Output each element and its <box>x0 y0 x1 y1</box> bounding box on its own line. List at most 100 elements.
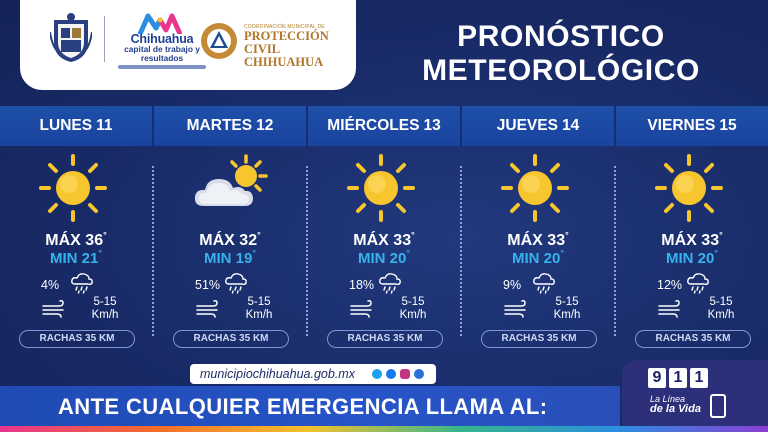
day-number: 13 <box>423 117 441 134</box>
emergency-digit: 9 <box>648 368 666 388</box>
gusts-badge: RACHAS 35 KM <box>19 330 135 348</box>
municipal-crest-icon <box>50 13 92 62</box>
day-header-divider <box>152 106 154 146</box>
min-temp-label: MIN 19 <box>204 250 253 267</box>
wind-icon <box>504 300 526 318</box>
linea-line2: de la Vida <box>650 403 701 415</box>
column-separator <box>306 166 308 336</box>
day-number: 15 <box>719 117 737 134</box>
wind-icon <box>196 300 218 318</box>
day-number: 12 <box>256 117 274 134</box>
min-temp-label: MIN 20 <box>358 250 407 267</box>
min-temp-label: MIN 20 <box>512 250 561 267</box>
emergency-digit: 1 <box>669 368 687 388</box>
forecast-day-viernes: MÁX 33° MIN 20° 12% 5-15 Km/h RACHAS 35 K… <box>619 146 765 356</box>
linea-de-la-vida-label: La Línea de la Vida <box>650 394 701 415</box>
threads-icon[interactable] <box>414 369 424 379</box>
wind-speed-range: 5-15 <box>93 296 117 308</box>
max-temp-label: MÁX 33 <box>353 232 412 249</box>
rain-cloud-icon <box>225 273 247 294</box>
footer-color-strip <box>0 426 768 432</box>
max-temp-label: MÁX 33 <box>661 232 720 249</box>
day-name: LUNES <box>39 117 93 134</box>
degree-symbol: ° <box>719 230 723 240</box>
day-number: 11 <box>96 117 113 134</box>
column-separator <box>460 166 462 336</box>
day-header-jueves: JUEVES 14 <box>462 106 614 146</box>
website-box[interactable]: municipiochihuahua.gob.mx <box>190 364 436 384</box>
emergency-911-badge: 9 1 1 La Línea de la Vida <box>622 360 768 432</box>
forecast-day-miercoles: MÁX 33° MIN 20° 18% 5-15 Km/h RACHAS 35 K… <box>311 146 457 356</box>
min-temp: MIN 20° <box>465 248 611 267</box>
day-header-lunes: LUNES 11 <box>0 106 152 146</box>
facebook-icon[interactable] <box>386 369 396 379</box>
day-header-viernes: VIERNES 15 <box>616 106 768 146</box>
gusts-badge: RACHAS 35 KM <box>635 330 751 348</box>
rain-cloud-icon <box>71 273 93 294</box>
wind-speed-unit: Km/h <box>707 309 735 321</box>
rain-probability: 9% <box>503 278 522 292</box>
degree-symbol: ° <box>98 248 102 258</box>
rain-probability: 51% <box>195 278 221 292</box>
gusts-badge: RACHAS 35 KM <box>481 330 597 348</box>
day-header-divider <box>614 106 616 146</box>
proteccion-civil-title-line2: CHIHUAHUA <box>244 55 324 69</box>
logo-divider <box>104 16 105 62</box>
column-separator <box>614 166 616 336</box>
max-temp: MÁX 33° <box>619 230 765 250</box>
wind-speed: 5-15 Km/h <box>699 296 743 322</box>
rain-probability: 12% <box>657 278 683 292</box>
forecast-day-lunes: MÁX 36° MIN 21° 4% 5-15 Km/h RACHAS 35 KM <box>3 146 149 356</box>
day-name: MARTES <box>186 117 253 134</box>
min-temp: MIN 21° <box>3 248 149 267</box>
wind-speed-range: 5-15 <box>709 296 733 308</box>
website-url[interactable]: municipiochihuahua.gob.mx <box>200 367 355 381</box>
day-number: 14 <box>561 117 580 134</box>
max-temp: MÁX 32° <box>157 230 303 250</box>
chihuahua-m-icon <box>138 13 182 34</box>
proteccion-civil-icon <box>201 23 237 59</box>
wind-speed-unit: Km/h <box>553 309 581 321</box>
wind-speed-range: 5-15 <box>555 296 579 308</box>
emergency-digit: 1 <box>690 368 708 388</box>
rain-cloud-icon <box>687 273 709 294</box>
twitter-icon[interactable] <box>372 369 382 379</box>
wind-icon <box>350 300 372 318</box>
chihuahua-logo-title: Chihuahua <box>130 32 194 46</box>
min-temp: MIN 20° <box>311 248 457 267</box>
wind-speed: 5-15 Km/h <box>237 296 281 322</box>
chihuahua-logo: Chihuahua capital de trabajo y resultado… <box>112 12 212 72</box>
max-temp-label: MÁX 33 <box>507 232 566 249</box>
rain-probability: 4% <box>41 278 60 292</box>
day-name: MIÉRCOLES <box>327 117 420 134</box>
sun-icon <box>655 154 723 222</box>
wind-speed-unit: Km/h <box>399 309 427 321</box>
instagram-icon[interactable] <box>400 369 410 379</box>
partly-cloudy-icon <box>194 154 268 206</box>
phone-icon <box>710 394 726 418</box>
proteccion-civil-title-line1: PROTECCIÓN CIVIL <box>244 29 329 56</box>
max-temp-label: MÁX 36 <box>45 232 104 249</box>
wind-speed: 5-15 Km/h <box>391 296 435 322</box>
degree-symbol: ° <box>560 248 564 258</box>
max-temp: MÁX 33° <box>311 230 457 250</box>
chihuahua-logo-tagline-bar <box>118 65 206 69</box>
day-header-martes: MARTES 12 <box>154 106 306 146</box>
degree-symbol: ° <box>406 248 410 258</box>
wind-speed: 5-15 Km/h <box>83 296 127 322</box>
wind-speed-range: 5-15 <box>247 296 271 308</box>
linea-line1: La Línea <box>650 394 686 404</box>
proteccion-civil-small-text: COORDINACIÓN MUNICIPAL DE <box>244 24 325 30</box>
max-temp: MÁX 36° <box>3 230 149 250</box>
wind-speed-unit: Km/h <box>245 309 273 321</box>
degree-symbol: ° <box>257 230 261 240</box>
degree-symbol: ° <box>411 230 415 240</box>
proteccion-civil-title: PROTECCIÓN CIVIL CHIHUAHUA <box>244 30 356 69</box>
wind-speed-unit: Km/h <box>91 309 119 321</box>
degree-symbol: ° <box>714 248 718 258</box>
degree-symbol: ° <box>103 230 107 240</box>
rain-cloud-icon <box>533 273 555 294</box>
degree-symbol: ° <box>565 230 569 240</box>
footer-band <box>0 386 620 432</box>
